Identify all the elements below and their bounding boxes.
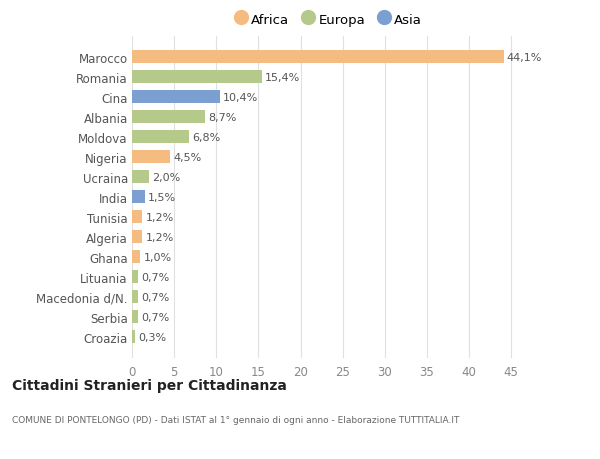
Text: 6,8%: 6,8%: [193, 133, 221, 143]
Bar: [132, 291, 138, 303]
Bar: [132, 271, 138, 284]
Bar: [132, 51, 503, 64]
Bar: [132, 330, 134, 343]
Text: COMUNE DI PONTELONGO (PD) - Dati ISTAT al 1° gennaio di ogni anno - Elaborazione: COMUNE DI PONTELONGO (PD) - Dati ISTAT a…: [12, 415, 460, 425]
Bar: [132, 111, 205, 124]
Text: 44,1%: 44,1%: [507, 53, 542, 63]
Bar: [132, 251, 140, 263]
Text: 0,7%: 0,7%: [141, 272, 170, 282]
Text: 0,7%: 0,7%: [141, 312, 170, 322]
Bar: [132, 131, 189, 144]
Bar: [132, 71, 262, 84]
Text: Cittadini Stranieri per Cittadinanza: Cittadini Stranieri per Cittadinanza: [12, 379, 287, 392]
Text: 1,2%: 1,2%: [145, 232, 174, 242]
Text: 1,5%: 1,5%: [148, 192, 176, 202]
Text: 10,4%: 10,4%: [223, 93, 258, 103]
Text: 1,2%: 1,2%: [145, 213, 174, 222]
Bar: [132, 211, 142, 224]
Text: 0,7%: 0,7%: [141, 292, 170, 302]
Bar: [132, 91, 220, 104]
Bar: [132, 171, 149, 184]
Text: 15,4%: 15,4%: [265, 73, 301, 83]
Bar: [132, 311, 138, 324]
Text: 8,7%: 8,7%: [209, 112, 237, 123]
Text: 1,0%: 1,0%: [144, 252, 172, 262]
Text: 4,5%: 4,5%: [173, 152, 202, 162]
Text: 2,0%: 2,0%: [152, 173, 181, 182]
Text: 0,3%: 0,3%: [138, 332, 166, 342]
Bar: [132, 231, 142, 244]
Bar: [132, 151, 170, 164]
Bar: [132, 191, 145, 204]
Legend: Africa, Europa, Asia: Africa, Europa, Asia: [233, 8, 427, 32]
